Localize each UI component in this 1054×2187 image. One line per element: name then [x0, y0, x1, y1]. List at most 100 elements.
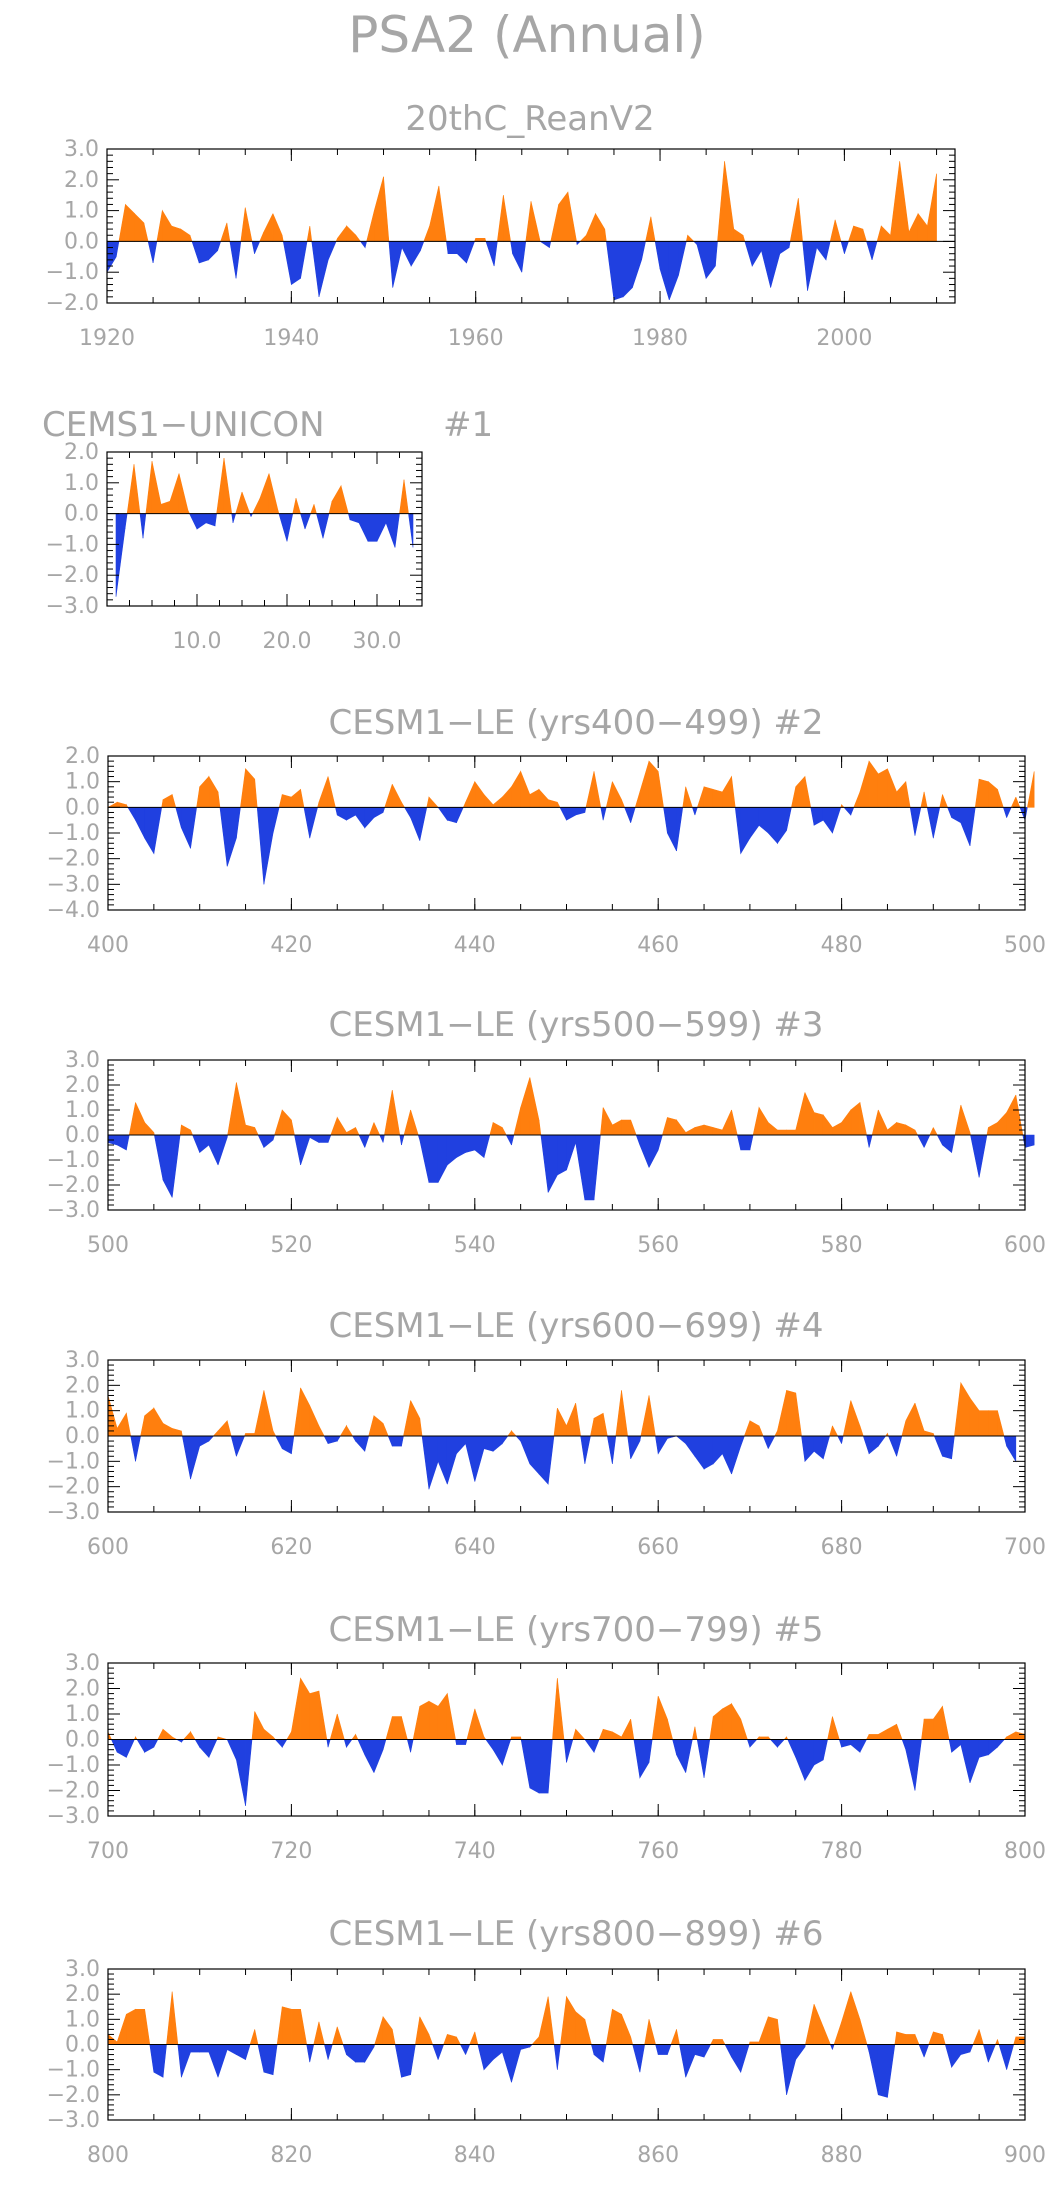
- x-tick-label: 800: [87, 2143, 129, 2168]
- positive-anomaly-area: [419, 2016, 430, 2045]
- positive-anomaly-area: [116, 801, 127, 808]
- positive-anomaly-area: [438, 185, 447, 242]
- negative-anomaly-area: [190, 807, 197, 849]
- positive-anomaly-area: [309, 1405, 320, 1437]
- negative-anomaly-area: [914, 807, 922, 836]
- positive-anomaly-area: [263, 1390, 274, 1437]
- x-tick-label: 800: [1004, 1839, 1046, 1864]
- negative-anomaly-area: [740, 1134, 751, 1151]
- negative-anomaly-area: [547, 1134, 558, 1193]
- negative-anomaly-area: [406, 1739, 411, 1753]
- x-tick-label: 880: [821, 2143, 863, 2168]
- positive-anomaly-area: [942, 2034, 946, 2045]
- positive-anomaly-area: [351, 1733, 356, 1740]
- negative-anomaly-area: [459, 2044, 466, 2055]
- negative-anomaly-area: [511, 2044, 521, 2083]
- negative-anomaly-area: [483, 1134, 491, 1158]
- negative-anomaly-area: [795, 2044, 806, 2061]
- negative-anomaly-area: [630, 1435, 641, 1459]
- negative-anomaly-area: [838, 1739, 842, 1748]
- negative-anomaly-area: [364, 807, 375, 829]
- negative-anomaly-area: [844, 241, 849, 254]
- positive-anomaly-area: [385, 1716, 393, 1740]
- negative-anomaly-area: [593, 1134, 601, 1201]
- positive-anomaly-area: [410, 1109, 419, 1136]
- positive-anomaly-area: [300, 1677, 311, 1740]
- positive-anomaly-area: [340, 485, 349, 514]
- negative-anomaly-area: [969, 2044, 974, 2053]
- negative-anomaly-area: [761, 241, 771, 288]
- negative-anomaly-area: [401, 1134, 405, 1146]
- negative-anomaly-area: [303, 807, 311, 839]
- negative-anomaly-area: [786, 807, 792, 831]
- negative-anomaly-area: [612, 1435, 617, 1464]
- positive-anomaly-area: [621, 1119, 631, 1136]
- positive-anomaly-area: [166, 1991, 173, 2045]
- negative-anomaly-area: [862, 1435, 870, 1454]
- positive-anomaly-area: [877, 1109, 888, 1136]
- y-tick-label: 1.0: [65, 1098, 100, 1123]
- positive-anomaly-area: [905, 1124, 916, 1136]
- positive-anomaly-area: [216, 458, 225, 514]
- positive-anomaly-area: [346, 225, 357, 242]
- positive-anomaly-area: [550, 204, 559, 242]
- positive-anomaly-area: [156, 210, 163, 242]
- positive-anomaly-area: [997, 789, 1004, 808]
- positive-anomaly-area: [384, 1089, 393, 1136]
- negative-anomaly-area: [226, 807, 237, 867]
- negative-anomaly-area: [126, 1739, 135, 1758]
- negative-anomaly-area: [152, 241, 158, 264]
- positive-anomaly-area: [318, 2021, 325, 2045]
- negative-anomaly-area: [602, 807, 607, 821]
- positive-anomaly-area: [531, 2036, 540, 2045]
- negative-anomaly-area: [300, 1134, 311, 1166]
- negative-anomaly-area: [868, 2044, 879, 2095]
- negative-anomaly-area: [951, 1435, 955, 1459]
- negative-anomaly-area: [162, 2044, 167, 2078]
- y-tick-label: 2.0: [65, 744, 100, 769]
- positive-anomaly-area: [268, 473, 279, 514]
- positive-anomaly-area: [921, 1719, 925, 1740]
- y-tick-label: −2.0: [47, 1173, 100, 1198]
- positive-anomaly-area: [657, 1696, 668, 1740]
- y-tick-label: −3.0: [47, 872, 100, 897]
- positive-anomaly-area: [667, 1117, 677, 1136]
- positive-anomaly-area: [160, 500, 171, 514]
- negative-anomaly-area: [181, 807, 191, 849]
- negative-anomaly-area: [655, 2044, 659, 2055]
- negative-anomaly-area: [657, 2044, 668, 2055]
- positive-anomaly-area: [263, 1728, 274, 1740]
- positive-anomaly-area: [1027, 771, 1035, 808]
- positive-anomaly-area: [722, 775, 732, 808]
- positive-anomaly-area: [593, 1412, 604, 1437]
- positive-anomaly-area: [859, 2019, 868, 2045]
- positive-anomaly-area: [758, 1106, 769, 1136]
- negative-anomaly-area: [822, 1435, 831, 1459]
- positive-anomaly-area: [834, 219, 842, 242]
- negative-anomaly-area: [199, 1134, 210, 1154]
- x-tick-label: 620: [270, 1535, 312, 1560]
- y-tick-label: 3.0: [65, 1348, 100, 1373]
- negative-anomaly-area: [749, 1134, 754, 1151]
- positive-anomaly-area: [662, 1117, 668, 1136]
- positive-anomaly-area: [169, 473, 180, 514]
- positive-anomaly-area: [217, 1420, 228, 1437]
- negative-anomaly-area: [914, 1739, 922, 1791]
- positive-anomaly-area: [391, 1716, 402, 1740]
- positive-anomaly-area: [300, 2009, 308, 2045]
- negative-anomaly-area: [394, 2044, 402, 2078]
- negative-anomaly-area: [245, 2044, 251, 2060]
- positive-anomaly-area: [682, 786, 687, 808]
- negative-anomaly-area: [942, 1134, 952, 1154]
- positive-anomaly-area: [841, 1109, 852, 1136]
- positive-anomaly-area: [456, 2036, 461, 2045]
- positive-anomaly-area: [171, 1991, 179, 2045]
- negative-anomaly-area: [746, 1739, 751, 1748]
- negative-anomaly-area: [251, 241, 255, 254]
- negative-anomaly-area: [282, 241, 292, 285]
- positive-anomaly-area: [309, 225, 313, 242]
- negative-anomaly-area: [951, 1739, 962, 1753]
- negative-anomaly-area: [446, 1435, 457, 1485]
- x-tick-label: 640: [454, 1535, 496, 1560]
- negative-anomaly-area: [465, 1435, 476, 1482]
